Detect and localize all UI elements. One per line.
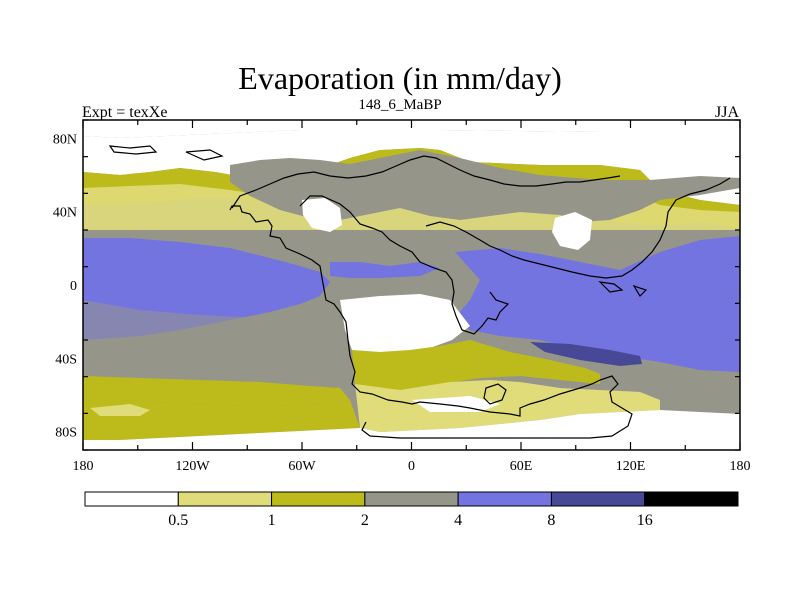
field-gondwana-south-light bbox=[355, 380, 660, 432]
coastlines bbox=[108, 145, 731, 439]
period-label: 148_6_MaBP bbox=[358, 97, 442, 113]
field-south-pacific-grey bbox=[83, 300, 330, 362]
lon-tick-label: 120W bbox=[175, 459, 210, 474]
field-south-pole-white bbox=[83, 410, 740, 450]
field-dry-spot-americas bbox=[302, 198, 342, 232]
field-gondwana-dry-north bbox=[340, 294, 470, 356]
field-atlantic-north-blue bbox=[330, 262, 440, 278]
lat-tick-label: 40S bbox=[55, 352, 77, 367]
colorbar-level-label: 1 bbox=[268, 512, 276, 529]
season-label: JJA bbox=[714, 104, 739, 121]
lon-tick-label: 180 bbox=[73, 459, 94, 474]
field-southern-ocean-band bbox=[83, 376, 350, 406]
colorbar-level-label: 4 bbox=[454, 512, 462, 529]
lat-tick-label: 80S bbox=[55, 426, 77, 441]
lon-tick-label: 180 bbox=[730, 459, 751, 474]
field-dry-spot-asia bbox=[552, 212, 592, 250]
latitude-labels: 80N 40N 0 40S 80S bbox=[53, 132, 77, 440]
map-title: Evaporation (in mm/day) bbox=[238, 60, 562, 96]
lat-tick-label: 40N bbox=[53, 206, 77, 221]
lon-tick-label: 120E bbox=[616, 459, 646, 474]
lon-tick-label: 60W bbox=[288, 459, 316, 474]
colorbar-level-label: 8 bbox=[547, 512, 555, 529]
colorbar-swatch bbox=[271, 491, 366, 507]
longitude-labels: 180 120W 60W 0 60E 120E 180 bbox=[73, 459, 751, 474]
colorbar bbox=[84, 491, 739, 507]
colorbar-swatch bbox=[84, 491, 179, 507]
field-north-white bbox=[83, 130, 740, 205]
experiment-label: Expt = texXe bbox=[82, 104, 168, 121]
colorbar-swatch bbox=[457, 491, 552, 507]
lon-tick-label: 60E bbox=[510, 459, 533, 474]
evaporation-field bbox=[83, 120, 740, 450]
field-north-continent-grey bbox=[230, 150, 740, 222]
colorbar-level-label: 2 bbox=[361, 512, 369, 529]
colorbar-swatch bbox=[177, 491, 273, 507]
colorbar-swatch bbox=[364, 491, 459, 507]
colorbar-swatch bbox=[550, 491, 646, 507]
axis-ticks bbox=[82, 119, 741, 451]
field-southern-ocean-band-2 bbox=[83, 400, 360, 440]
colorbar-labels: 0.5 1 2 4 8 16 bbox=[168, 512, 652, 529]
field-light-patch-south bbox=[90, 404, 150, 416]
lon-tick-label: 0 bbox=[408, 459, 415, 474]
lat-tick-label: 0 bbox=[70, 279, 77, 294]
field-gondwana-moist bbox=[352, 340, 600, 394]
field-antarctic-white-spot bbox=[412, 396, 500, 412]
lat-tick-label: 80N bbox=[53, 132, 77, 147]
colorbar-level-label: 16 bbox=[637, 512, 653, 529]
colorbar-swatch bbox=[644, 491, 739, 507]
colorbar-level-label: 0.5 bbox=[168, 512, 188, 529]
field-tethys-blue bbox=[455, 236, 740, 372]
field-strong-evaporation bbox=[530, 342, 642, 366]
